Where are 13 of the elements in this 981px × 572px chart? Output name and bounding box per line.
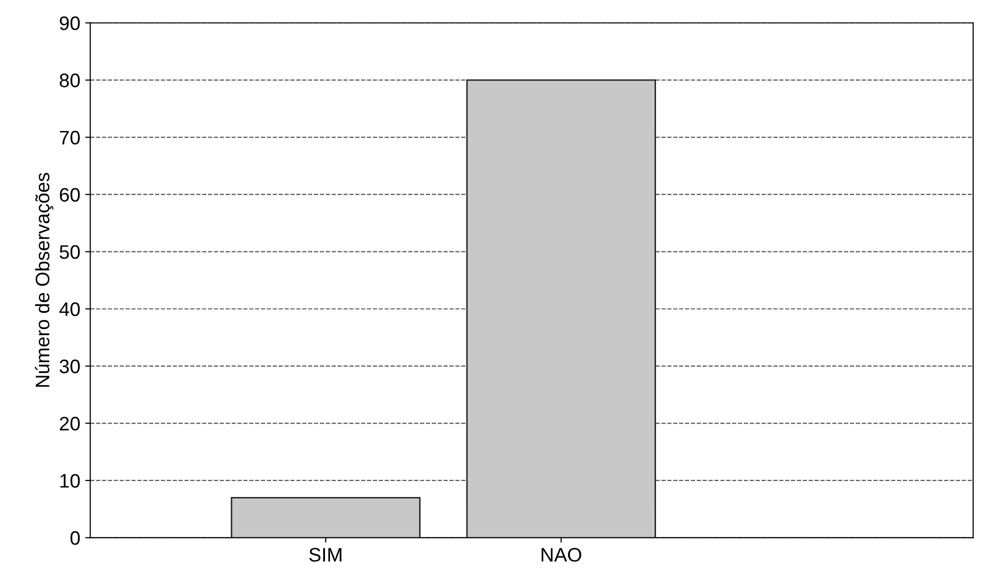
y-tick-label: 70	[60, 130, 80, 145]
y-tick-label: 20	[60, 416, 80, 431]
x-tick-label: SIM	[309, 548, 342, 562]
y-tick-label: 10	[60, 474, 80, 488]
y-tick-label: 90	[60, 16, 80, 30]
y-tick-label: 0	[70, 531, 80, 545]
x-tick-label: NAO	[542, 548, 582, 562]
y-tick-label: 30	[60, 360, 80, 374]
y-tick-label: 60	[60, 188, 80, 202]
y-tick-label: 50	[60, 245, 80, 259]
y-tick-label: 40	[59, 302, 80, 316]
y-tick-label: 80	[60, 74, 80, 88]
y-axis-title: Número de Observações	[34, 172, 54, 387]
